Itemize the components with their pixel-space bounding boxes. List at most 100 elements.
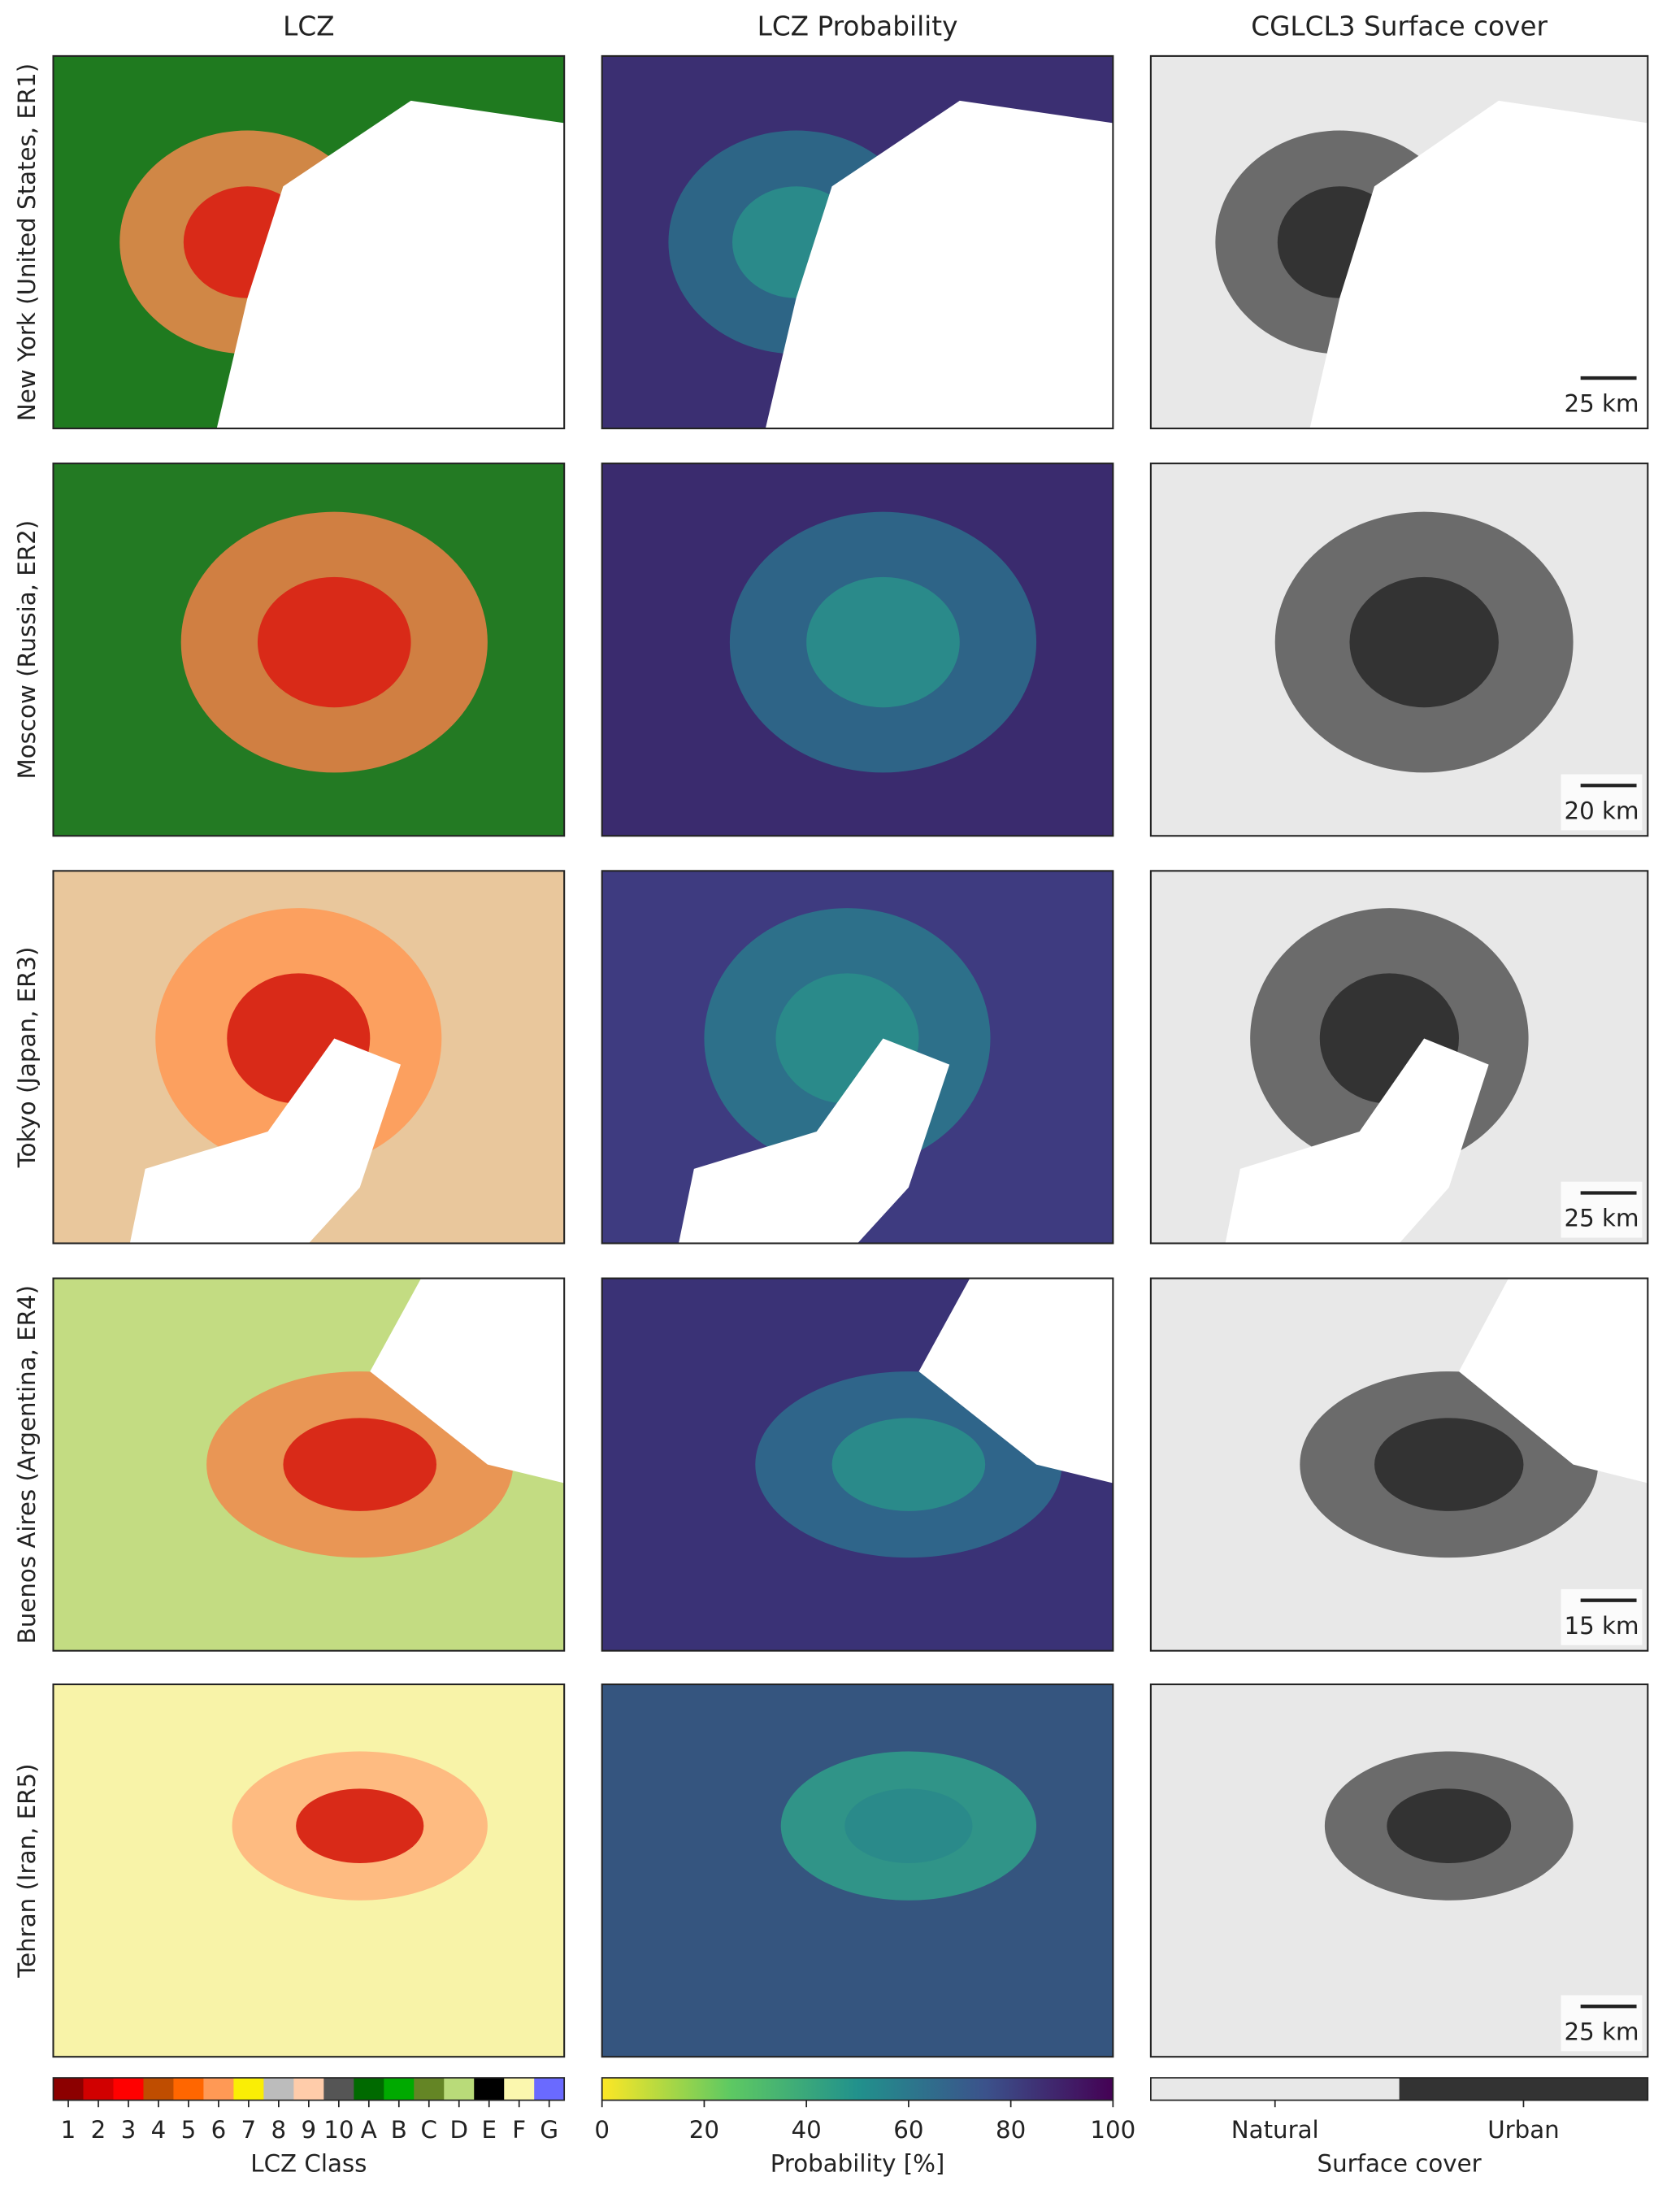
colorbar-tick-label: 40: [792, 2116, 822, 2144]
scale-bar-box: [1561, 1995, 1643, 2052]
map-area: [1387, 1788, 1512, 1863]
map-panel: [52, 54, 566, 430]
legend-label: 1: [61, 2116, 76, 2144]
colorbar: [601, 2077, 1114, 2101]
legend-swatch: [354, 2078, 384, 2101]
legend-label: Urban: [1487, 2116, 1560, 2144]
scale-bar-label: 25 km: [1564, 1205, 1639, 1232]
map-frame: [1149, 1277, 1649, 1652]
scale-bar-label: 20 km: [1564, 797, 1639, 824]
legend-swatch: [173, 2078, 204, 2101]
scale-bar-label: 25 km: [1564, 2018, 1639, 2045]
water: [678, 1038, 950, 1244]
map-frame: [1149, 463, 1649, 837]
legend-label: A: [361, 2116, 377, 2144]
legend-label: E: [481, 2116, 497, 2144]
legend-swatch: [53, 2078, 85, 2101]
legend-swatch: [1150, 2078, 1400, 2101]
legend-label: C: [421, 2116, 437, 2144]
map-area: [257, 576, 411, 708]
legend-swatch: [1399, 2078, 1648, 2101]
water: [216, 100, 565, 429]
map-area: [844, 1788, 973, 1863]
colorbar-tick-label: 0: [594, 2116, 610, 2144]
scale-bar-box: [1561, 1588, 1643, 1645]
map-area: [831, 1418, 986, 1511]
legend-swatch: [263, 2078, 294, 2101]
scale-bar-box: [1561, 367, 1643, 424]
map-panel: [52, 463, 566, 837]
map-frame: [52, 870, 566, 1245]
legend-label: 2: [91, 2116, 106, 2144]
legend-swatch: [113, 2078, 144, 2101]
legend-label: 3: [121, 2116, 137, 2144]
map-frame: [52, 1684, 566, 2058]
map-panel: [601, 54, 1114, 430]
legend-swatch: [534, 2078, 565, 2101]
map-frame: [601, 54, 1114, 430]
map-frame: [1149, 54, 1649, 430]
map-frame: [601, 870, 1114, 1245]
legend-swatch: [233, 2078, 264, 2101]
row-label: Moscow (Russia, ER2): [13, 520, 41, 780]
legend-label: 10: [323, 2116, 354, 2144]
map-frame: [52, 463, 566, 837]
legend-label: 5: [181, 2116, 197, 2144]
water: [1225, 1038, 1489, 1244]
water: [1458, 1278, 1648, 1484]
colorbar-tick-label: 20: [689, 2116, 719, 2144]
column-title: CGLCL3 Surface cover: [1251, 11, 1548, 41]
legend-swatch: [384, 2078, 415, 2101]
map-frame: [1149, 870, 1649, 1245]
legend-title: LCZ Class: [250, 2149, 367, 2177]
map-area: [296, 1788, 424, 1863]
map-panel: [601, 1277, 1114, 1652]
colorbar-title: Probability [%]: [771, 2149, 945, 2177]
colorbar-tick-label: 100: [1090, 2116, 1135, 2144]
map-frame: [52, 1277, 566, 1652]
scale-bar-label: 25 km: [1564, 389, 1639, 417]
legend-swatch: [143, 2078, 174, 2101]
colorbar-tick-label: 60: [893, 2116, 923, 2144]
map-frame: [601, 1277, 1114, 1652]
scale-bar-label: 15 km: [1564, 1612, 1639, 1640]
row-label: Tehran (Iran, ER5): [13, 1763, 41, 1978]
colorbar-tick-label: 80: [996, 2116, 1026, 2144]
legend-swatch: [474, 2078, 505, 2101]
legend-swatch: [414, 2078, 445, 2101]
map-frame: [601, 463, 1114, 837]
map-frame: [52, 54, 566, 430]
map-panel: [52, 870, 566, 1245]
legend-swatch: [444, 2078, 475, 2101]
legend-label: D: [449, 2116, 468, 2144]
map-panel: [601, 463, 1114, 837]
legend-label: F: [512, 2116, 526, 2144]
row-label: Buenos Aires (Argentina, ER4): [13, 1285, 41, 1644]
legend-swatch: [83, 2078, 114, 2101]
map-panel: [52, 1277, 566, 1652]
water: [1309, 100, 1648, 429]
legend-label: 9: [302, 2116, 317, 2144]
map-panel: [1149, 54, 1649, 430]
map-panel: [1149, 463, 1649, 837]
row-label: Tokyo (Japan, ER3): [13, 947, 41, 1169]
legend-label: 8: [271, 2116, 287, 2144]
legend-frame: [52, 2077, 566, 2101]
map-panel: [601, 1684, 1114, 2058]
water: [129, 1038, 402, 1244]
legend-label: 7: [241, 2116, 257, 2144]
legend-label: 4: [151, 2116, 167, 2144]
legend-swatch: [323, 2078, 354, 2101]
map-panel: [601, 870, 1114, 1245]
map-panel: [52, 1684, 566, 2058]
legend-frame: [1150, 2077, 1649, 2101]
legend-swatch: [293, 2078, 324, 2101]
map-frame: [601, 1684, 1114, 2058]
map-panel: [1149, 870, 1649, 1245]
map-area: [1374, 1418, 1524, 1511]
map-frame: [1149, 1684, 1649, 2058]
legend-title: Surface cover: [1318, 2149, 1482, 2177]
legend-swatch: [504, 2078, 535, 2101]
